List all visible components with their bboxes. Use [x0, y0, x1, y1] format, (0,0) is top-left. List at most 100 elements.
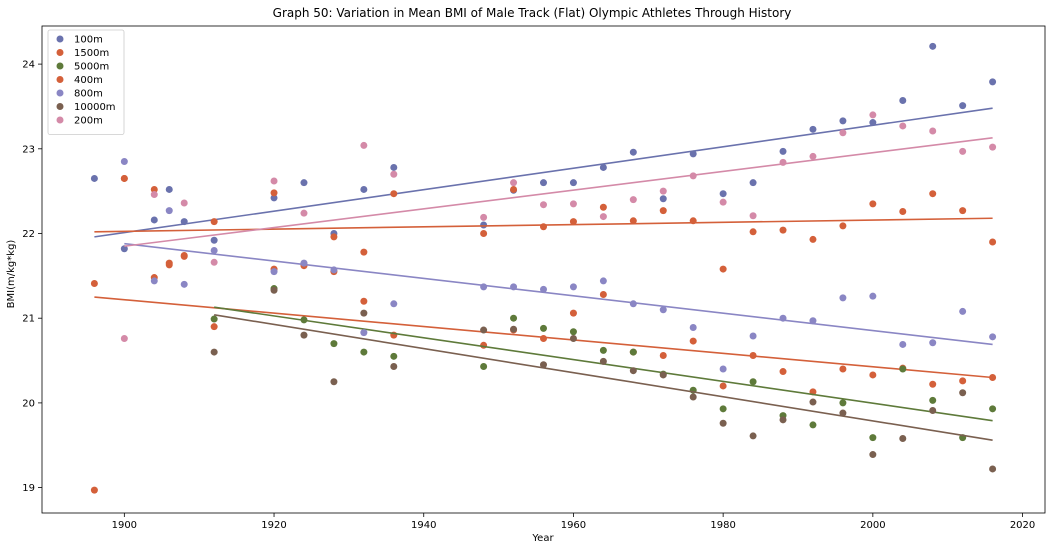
- data-point-200m: [899, 122, 907, 130]
- data-point-100m: [210, 236, 218, 244]
- data-point-800m: [689, 324, 697, 332]
- y-tick-label: 23: [22, 144, 35, 155]
- data-point-400m: [150, 185, 158, 193]
- data-point-200m: [599, 213, 607, 221]
- data-point-100m: [809, 125, 817, 133]
- data-point-10000m: [719, 419, 727, 427]
- data-point-10000m: [689, 393, 697, 401]
- x-tick-label: 1980: [710, 520, 735, 531]
- x-tick-label: 2020: [1010, 520, 1035, 531]
- data-point-10000m: [360, 309, 368, 317]
- data-point-400m: [869, 200, 877, 208]
- data-point-10000m: [480, 326, 488, 334]
- data-point-1500m: [779, 368, 787, 376]
- data-point-10000m: [809, 398, 817, 406]
- data-point-200m: [270, 177, 278, 185]
- data-point-5000m: [510, 314, 518, 322]
- plot-frame: [41, 25, 1046, 514]
- data-point-100m: [629, 148, 637, 156]
- data-point-800m: [165, 207, 173, 215]
- data-point-10000m: [749, 432, 757, 440]
- data-point-200m: [629, 196, 637, 204]
- legend-label-10000m: 10000m: [74, 102, 116, 113]
- data-point-200m: [180, 199, 188, 207]
- legend-marker-200m: [56, 116, 64, 124]
- data-point-400m: [180, 252, 188, 260]
- data-point-100m: [899, 97, 907, 105]
- data-point-1500m: [540, 335, 547, 343]
- data-point-1500m: [210, 323, 218, 331]
- legend-marker-1500m: [56, 49, 64, 56]
- y-tick-label: 20: [22, 398, 35, 409]
- chart-title: Graph 50: Variation in Mean BMI of Male …: [273, 6, 792, 20]
- data-point-200m: [510, 179, 518, 187]
- data-point-5000m: [869, 434, 877, 442]
- data-point-10000m: [989, 465, 997, 473]
- data-point-800m: [749, 332, 757, 340]
- data-point-10000m: [569, 335, 577, 343]
- data-point-5000m: [300, 316, 308, 324]
- data-point-100m: [390, 163, 398, 171]
- data-point-800m: [390, 300, 398, 308]
- y-tick-label: 22: [22, 229, 35, 240]
- legend-label-1500m: 1500m: [74, 48, 109, 59]
- data-point-800m: [150, 277, 158, 285]
- data-point-800m: [210, 246, 218, 254]
- data-point-5000m: [599, 346, 607, 354]
- x-axis-label: Year: [531, 533, 554, 544]
- data-point-10000m: [599, 357, 607, 365]
- legend-marker-800m: [56, 89, 64, 97]
- data-point-10000m: [839, 409, 847, 417]
- data-point-800m: [330, 266, 338, 274]
- data-point-1500m: [599, 290, 607, 298]
- data-point-100m: [689, 150, 697, 158]
- data-point-1500m: [480, 341, 488, 349]
- data-point-800m: [629, 300, 637, 308]
- data-point-800m: [989, 333, 997, 341]
- data-point-5000m: [839, 399, 847, 407]
- data-point-800m: [120, 158, 128, 166]
- legend: 100m 1500m 5000m 400m 800m 10000m 200m: [47, 29, 125, 135]
- data-point-100m: [779, 147, 787, 155]
- data-point-400m: [779, 226, 787, 234]
- data-point-200m: [300, 209, 308, 217]
- data-point-400m: [839, 222, 847, 230]
- data-point-400m: [809, 235, 817, 243]
- data-point-200m: [689, 172, 697, 180]
- data-point-200m: [779, 158, 787, 166]
- data-point-400m: [330, 233, 338, 241]
- legend-label-200m: 200m: [74, 116, 103, 127]
- data-point-1500m: [719, 382, 727, 390]
- data-point-100m: [540, 179, 547, 187]
- data-point-100m: [180, 218, 188, 226]
- data-point-10000m: [959, 389, 967, 397]
- data-point-1500m: [569, 309, 577, 317]
- trend-line-100m: [94, 107, 993, 238]
- data-point-1500m: [689, 337, 697, 345]
- data-point-100m: [989, 78, 997, 86]
- data-point-100m: [749, 179, 757, 187]
- data-point-100m: [719, 190, 727, 198]
- data-point-800m: [929, 339, 937, 347]
- data-point-200m: [749, 212, 757, 220]
- data-point-400m: [899, 207, 907, 215]
- legend-label-100m: 100m: [74, 35, 103, 46]
- data-point-400m: [510, 185, 518, 193]
- data-point-800m: [869, 292, 877, 300]
- data-point-100m: [270, 194, 278, 202]
- data-point-400m: [90, 486, 98, 494]
- legend-label-5000m: 5000m: [74, 62, 109, 73]
- data-point-200m: [120, 335, 128, 343]
- data-point-200m: [360, 141, 368, 149]
- data-point-400m: [689, 217, 697, 225]
- data-point-200m: [719, 198, 727, 206]
- data-point-10000m: [540, 361, 547, 369]
- data-point-1500m: [929, 380, 937, 388]
- data-point-5000m: [540, 324, 547, 332]
- legend-marker-100m: [56, 35, 64, 43]
- data-point-5000m: [809, 421, 817, 429]
- data-point-400m: [599, 203, 607, 211]
- data-point-400m: [989, 238, 997, 246]
